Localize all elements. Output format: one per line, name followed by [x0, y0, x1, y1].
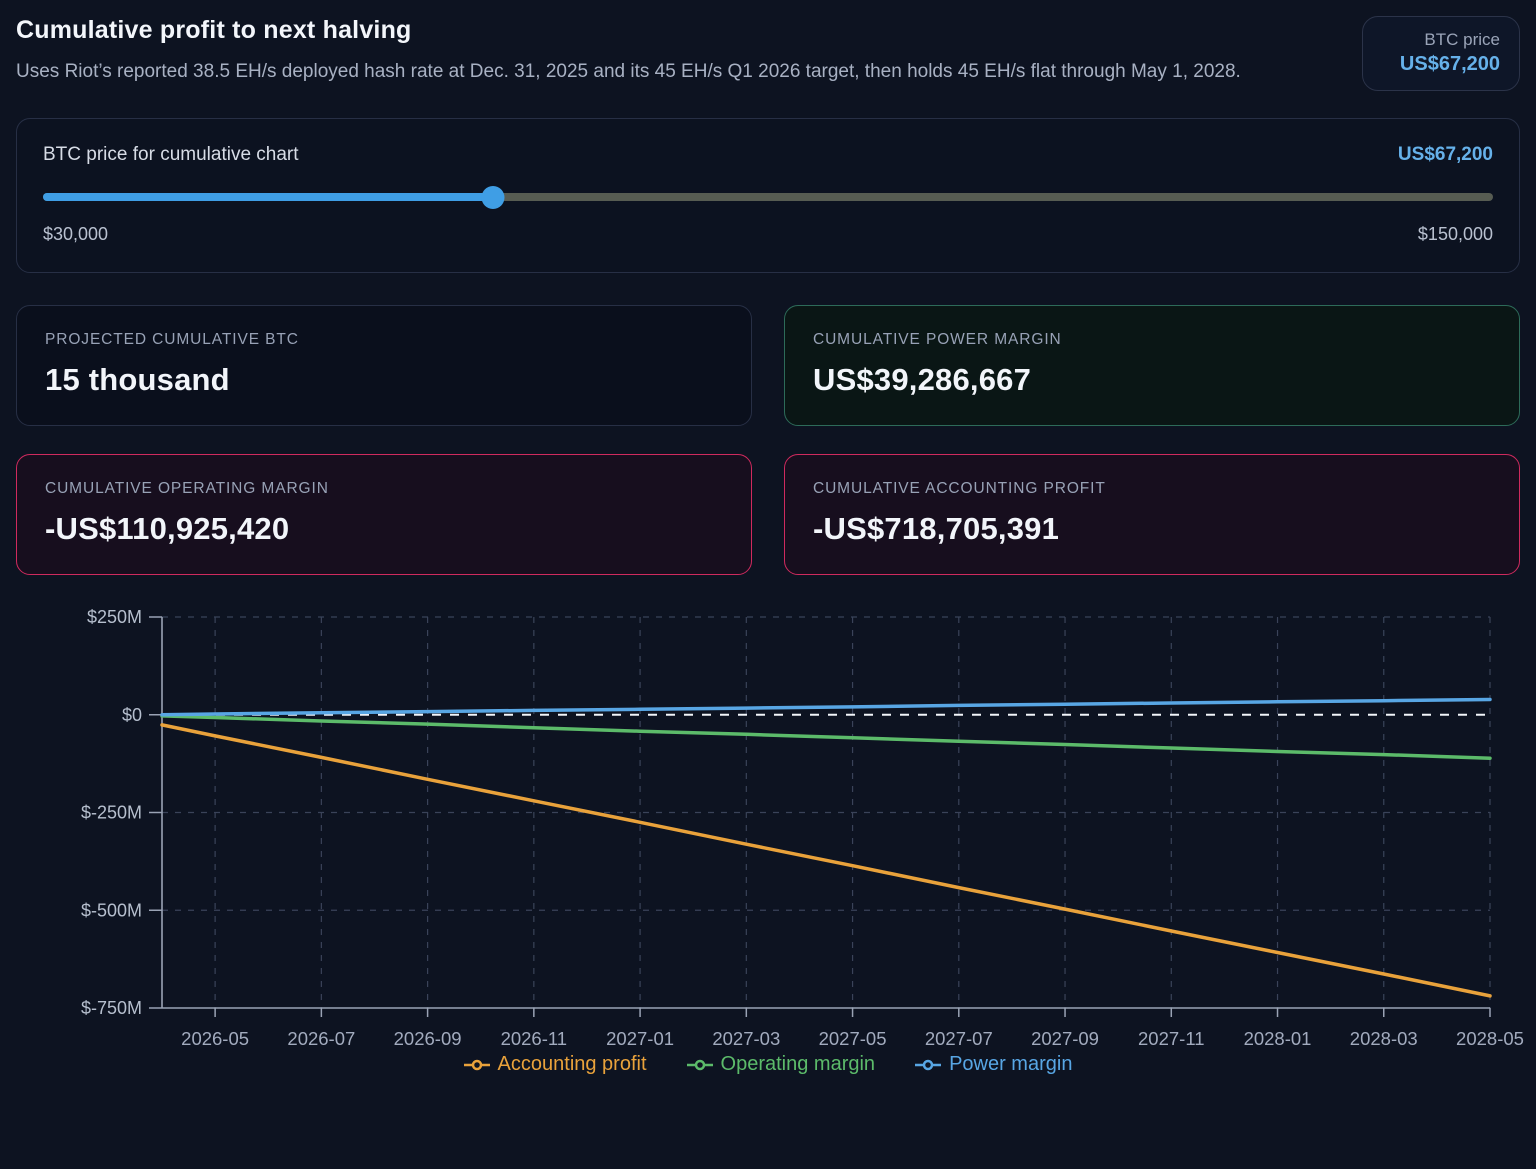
btc-price-badge: BTC price US$67,200 [1362, 16, 1520, 91]
chart-canvas: $250M $0 $-250M $-500M $-750M 2026-05 2026-07 2… [81, 607, 1524, 1049]
stat-label: CUMULATIVE POWER MARGIN [813, 331, 1062, 348]
chart-series-accounting-profit [160, 723, 1492, 998]
legend-marker-icon [915, 1059, 942, 1070]
svg-text:2027-09: 2027-09 [1031, 1028, 1099, 1049]
slider-max-label: $150,000 [1417, 224, 1493, 244]
stat-label: PROJECTED CUMULATIVE BTC [45, 331, 299, 348]
stat-card-cumulative-operating-margin: CUMULATIVE OPERATING MARGIN -US$110,925,… [16, 454, 752, 575]
svg-text:2026-07: 2026-07 [287, 1028, 355, 1049]
legend-marker-icon [686, 1059, 713, 1070]
slider-thumb[interactable] [481, 186, 504, 209]
legend-item-operating-margin[interactable]: Operating margin [686, 1053, 876, 1076]
legend-label: Operating margin [720, 1053, 876, 1075]
svg-text:$-750M: $-750M [81, 998, 142, 1018]
btc-price-slider[interactable] [43, 185, 1493, 209]
slider-fill [43, 193, 493, 201]
svg-text:2026-11: 2026-11 [501, 1028, 568, 1049]
svg-text:2027-05: 2027-05 [819, 1028, 887, 1049]
stat-value: -US$110,925,420 [45, 511, 290, 546]
legend-marker-icon [463, 1059, 490, 1070]
chart-gridlines: $250M $0 $-250M $-500M $-750M 2026-05 2026-07 2… [81, 607, 1524, 1049]
svg-text:2028-01: 2028-01 [1244, 1028, 1312, 1049]
stat-card-projected-cumulative-btc: PROJECTED CUMULATIVE BTC 15 thousand [16, 305, 752, 426]
btc-price-slider-card: BTC price for cumulative chart US$67,200… [16, 118, 1520, 273]
legend-label: Accounting profit [497, 1053, 647, 1075]
chart-series-power-margin [160, 697, 1492, 717]
svg-text:$0: $0 [122, 705, 142, 725]
legend-item-accounting-profit[interactable]: Accounting profit [463, 1053, 647, 1076]
stat-card-cumulative-accounting-profit: CUMULATIVE ACCOUNTING PROFIT -US$718,705… [784, 454, 1520, 575]
stat-label: CUMULATIVE OPERATING MARGIN [45, 480, 329, 497]
header: Cumulative profit to next halving Uses R… [16, 14, 1520, 91]
btc-price-badge-value: US$67,200 [1399, 53, 1500, 75]
page-title: Cumulative profit to next halving [16, 16, 412, 44]
slider-track[interactable] [43, 193, 1493, 201]
svg-text:$250M: $250M [87, 607, 142, 627]
slider-label: BTC price for cumulative chart [43, 144, 299, 165]
slider-header: BTC price for cumulative chart US$67,200 [43, 144, 1493, 166]
legend-label: Power margin [949, 1053, 1073, 1075]
btc-price-badge-label: BTC price [1424, 30, 1500, 49]
page-subtitle: Uses Riot’s reported 38.5 EH/s deployed … [16, 61, 1241, 82]
cumulative-profit-chart: $250M $0 $-250M $-500M $-750M 2026-05 2026-07 2… [16, 595, 1524, 1076]
svg-text:2027-07: 2027-07 [925, 1028, 993, 1049]
svg-text:2026-09: 2026-09 [394, 1028, 462, 1049]
chart-series-operating-margin [160, 714, 1492, 760]
stats-grid: PROJECTED CUMULATIVE BTC 15 thousand CUM… [16, 305, 1520, 575]
svg-text:2026-05: 2026-05 [181, 1028, 249, 1049]
legend-item-power-margin[interactable]: Power margin [915, 1053, 1072, 1076]
svg-text:2028-05: 2028-05 [1456, 1028, 1524, 1049]
svg-text:2027-01: 2027-01 [606, 1028, 674, 1049]
svg-text:2027-11: 2027-11 [1138, 1028, 1205, 1049]
stat-card-cumulative-power-margin: CUMULATIVE POWER MARGIN US$39,286,667 [784, 305, 1520, 426]
stat-label: CUMULATIVE ACCOUNTING PROFIT [813, 480, 1106, 497]
slider-min-label: $30,000 [43, 224, 109, 244]
stat-value: -US$718,705,391 [813, 511, 1060, 546]
svg-text:$-250M: $-250M [81, 803, 142, 823]
svg-text:2028-03: 2028-03 [1350, 1028, 1418, 1049]
stat-value: 15 thousand [45, 362, 230, 397]
chart-axes [161, 617, 1490, 1009]
chart-legend: Accounting profit Operating margin Power m… [16, 1053, 1520, 1076]
slider-range-labels: $30,000 $150,000 [43, 224, 1493, 245]
slider-current-value: US$67,200 [1397, 144, 1493, 165]
header-text: Cumulative profit to next halving Uses R… [16, 14, 1241, 87]
stat-value: US$39,286,667 [813, 362, 1032, 397]
svg-text:$-500M: $-500M [81, 900, 142, 920]
svg-text:2027-03: 2027-03 [712, 1028, 780, 1049]
